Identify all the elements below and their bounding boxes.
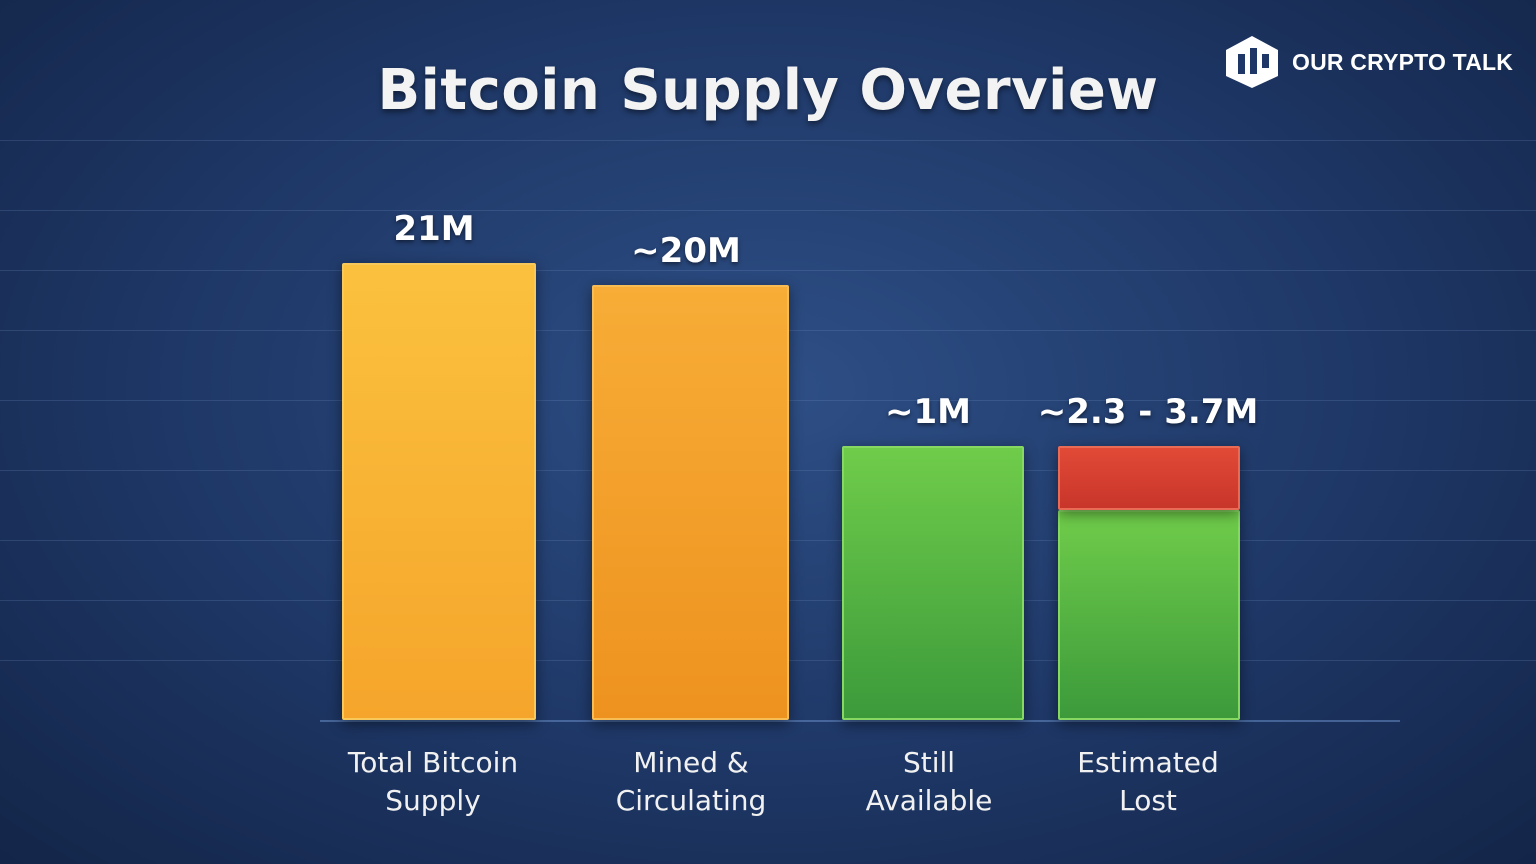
value-label-mined: ~20M — [631, 230, 741, 271]
bar-mined-circulating — [592, 284, 789, 720]
brand-name: OUR CRYPTO TALK — [1292, 48, 1514, 75]
bar-estimated-lost-base — [1058, 510, 1240, 720]
gridline — [0, 270, 1536, 271]
category-label-mined: Mined & Circulating — [615, 746, 767, 817]
category-label-available: Still Available — [865, 746, 993, 817]
category-label-lost: Estimated Lost — [1077, 746, 1219, 817]
value-label-total: 21M — [393, 209, 475, 249]
chart-title: Bitcoin Supply Overview — [377, 58, 1159, 123]
gridline — [0, 140, 1536, 141]
x-axis-baseline — [320, 720, 1400, 722]
bar-total-supply — [342, 263, 536, 720]
category-label-total: Total Bitcoin Supply — [347, 746, 519, 817]
brand-logo: OUR CRYPTO TALK — [1220, 34, 1513, 90]
cube-logo-icon — [1226, 36, 1278, 88]
bar-still-available — [842, 446, 1024, 720]
value-label-lost: ~2.3 - 3.7M — [1037, 392, 1259, 432]
value-label-available: ~1M — [885, 392, 971, 432]
bar-estimated-lost-range — [1058, 446, 1240, 510]
gridline — [0, 210, 1536, 211]
